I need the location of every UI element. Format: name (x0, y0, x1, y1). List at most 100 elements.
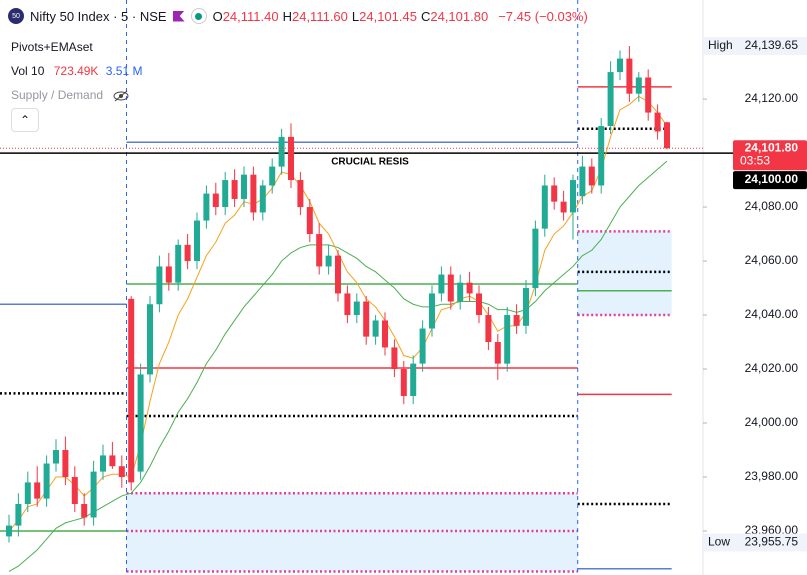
level-tag-label: 24,100.00 (745, 172, 799, 186)
candle-body (419, 328, 426, 364)
candle-body (316, 234, 323, 267)
candle-body (664, 122, 670, 149)
candle-body (607, 72, 614, 127)
y-tick-label: 24,040.00 (745, 307, 799, 321)
ohlc-value: 24,101.45 (359, 8, 417, 24)
candle-body (203, 193, 210, 221)
demand-zone (577, 231, 672, 316)
hide-icon[interactable] (112, 90, 130, 102)
candle-body (504, 315, 511, 364)
symbol-header: 50 Nifty 50 Index · 5 · NSE O24,111.40 H2… (8, 8, 588, 24)
candle-body (391, 347, 398, 370)
ohlc-value: 24,111.60 (291, 8, 348, 24)
candle-body (560, 201, 567, 213)
candle-body (335, 255, 341, 294)
candle-body (532, 228, 539, 289)
candle-body (241, 174, 247, 199)
y-tick-label: 24,000.00 (745, 415, 799, 429)
candle-body (6, 525, 12, 537)
candle-body (466, 282, 473, 294)
vol-value: 723.49K (53, 64, 99, 78)
candle-body (109, 455, 116, 467)
candle-body (62, 450, 69, 478)
supply-demand-indicator[interactable]: Supply / Demand (11, 88, 130, 102)
candle-body (15, 504, 22, 526)
candle-body (288, 136, 294, 181)
candle-body (400, 369, 407, 397)
candle-body (541, 185, 548, 229)
ohlc: O24,111.40 H24,111.60 L24,101.45 C24,101.80 (213, 9, 493, 24)
candle-body (457, 282, 464, 302)
ohlc-value: 24,111.40 (222, 8, 279, 24)
last-price-tag (733, 140, 807, 171)
countdown: 03:53 (740, 153, 770, 167)
candle-body (250, 174, 257, 213)
candle-body (353, 301, 360, 316)
low-marker-bg (703, 533, 807, 552)
candle-body (156, 266, 163, 305)
resistance-label: CRUCIAL RESIS (331, 157, 409, 168)
candle-body (297, 180, 304, 208)
vol-avg: 3.51 M (105, 64, 143, 78)
market-status (190, 8, 207, 24)
pivots-indicator[interactable]: Pivots+EMAset (11, 40, 93, 54)
candle-body (137, 374, 144, 472)
candle-body (34, 482, 41, 499)
candle-body (654, 112, 661, 132)
change: −7.45 (−0.03%) (498, 8, 588, 24)
candle-body (259, 185, 266, 213)
high-marker-bg (703, 37, 807, 56)
candle-body (485, 315, 492, 343)
candle-body (128, 298, 135, 483)
candle-body (551, 185, 558, 202)
candle-body (212, 193, 219, 208)
high-marker-label: 24,139.65 (745, 38, 799, 52)
ema-line (8, 160, 668, 572)
ohlc-key: L (351, 8, 360, 24)
ohlc-key: H (282, 8, 292, 24)
sd-label: Supply / Demand (11, 88, 104, 102)
low-marker-label: 23,955.75 (745, 535, 799, 549)
candle-body (147, 304, 153, 375)
low-marker-text: Low (708, 535, 730, 549)
candle-body (447, 274, 454, 302)
vol-label: Vol 10 (11, 64, 45, 78)
candle-body (372, 320, 379, 337)
candle-body (626, 58, 633, 94)
candle-body (494, 342, 501, 364)
candle-body (588, 166, 595, 186)
last-price-label: 24,101.80 (745, 140, 799, 154)
candle-body (363, 301, 370, 337)
flag-icon[interactable] (172, 10, 185, 22)
y-tick-label: 23,980.00 (745, 469, 799, 483)
candle-body (429, 293, 435, 329)
candle-body (53, 450, 59, 464)
ohlc-key: C (420, 8, 431, 24)
y-tick-label: 24,060.00 (745, 253, 799, 267)
candle-body (635, 77, 642, 94)
candle-body (90, 471, 97, 518)
candle-body (410, 363, 417, 397)
candle-body (118, 466, 125, 478)
candle-body (476, 293, 482, 316)
candle-body (71, 477, 78, 505)
candle-body (438, 274, 445, 294)
level-tag (733, 171, 807, 190)
candle-body (579, 166, 586, 197)
high-marker-text: High (708, 38, 733, 52)
symbol-name[interactable]: Nifty 50 Index · 5 · NSE (30, 8, 167, 24)
volume-indicator[interactable]: Vol 10 723.49K 3.51 M (11, 64, 142, 78)
y-tick-label: 24,080.00 (745, 199, 799, 213)
candle-body (269, 166, 276, 186)
ohlc-value: 24,101.80 (430, 8, 489, 24)
candle-body (175, 244, 182, 283)
collapse-button[interactable]: ⌃ (11, 108, 39, 132)
candle-body (617, 58, 623, 73)
candle-body (523, 288, 529, 326)
axis-bg (703, 0, 807, 575)
candle-body (382, 320, 388, 348)
candle-body (570, 180, 576, 213)
candle-body (344, 293, 351, 316)
